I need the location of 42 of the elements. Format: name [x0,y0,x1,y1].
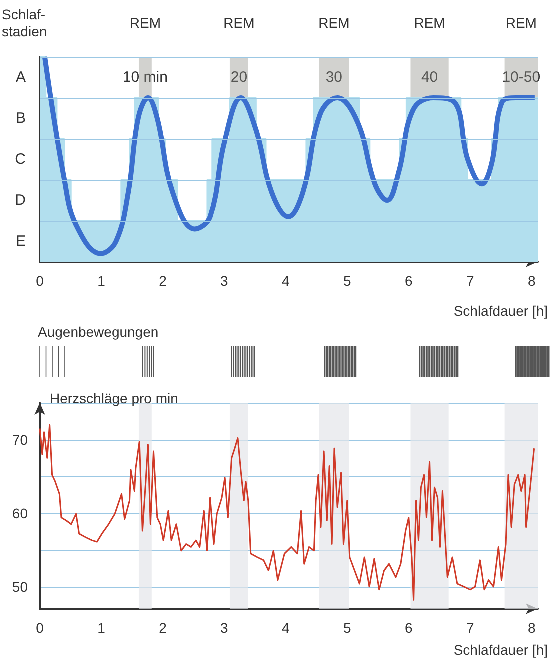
y-axis-title: Herzschläge pro min [50,390,178,406]
x-tick-label: 4 [282,620,290,636]
x-tick-label: 8 [528,620,536,636]
x-tick-label: 1 [98,620,106,636]
x-tick-label: 8 [528,273,536,289]
band-label: REM [224,15,255,31]
text: A [16,69,26,86]
x-tick-label: 4 [282,273,290,289]
text: C [15,151,26,168]
y-tick-label: 70 [12,432,28,448]
x-tick-label: 1 [98,273,106,289]
x-tick-label: 5 [344,273,352,289]
text: E [16,233,26,250]
x-tick-label: 7 [466,620,474,636]
x-tick-label: 3 [220,273,229,289]
band-label: REM [414,15,446,31]
x-axis-title: Schlafdauer [h] [454,303,548,319]
annotation: 30 [326,69,343,86]
band-label: REM [506,15,537,31]
text: Augenbewegungen [38,324,159,340]
line-series [39,424,536,601]
text: B [16,110,26,127]
y-axis-title: Schlaf- stadien [2,6,48,40]
x-tick-label: 6 [404,273,413,289]
x-tick-label: 5 [344,620,352,636]
x-axis-title: Schlafdauer [h] [454,642,548,658]
x-tick-label: 2 [159,620,168,636]
band-label: REM [318,15,350,31]
annotation: 40 [421,69,438,86]
x-tick-label: 0 [36,620,44,636]
x-tick-label: 6 [404,620,413,636]
y-tick-label: 50 [12,578,28,595]
annotation: 10-50 [502,69,541,86]
annotation: 20 [230,69,248,86]
annotation: 10 min [122,69,168,86]
x-tick-label: 0 [36,273,44,289]
x-tick-label: 3 [220,620,229,636]
text: D [15,192,26,209]
y-tick-label: 60 [12,505,28,522]
x-tick-label: 2 [159,273,168,289]
x-tick-label: 7 [466,273,474,289]
band-label: REM [130,15,162,31]
